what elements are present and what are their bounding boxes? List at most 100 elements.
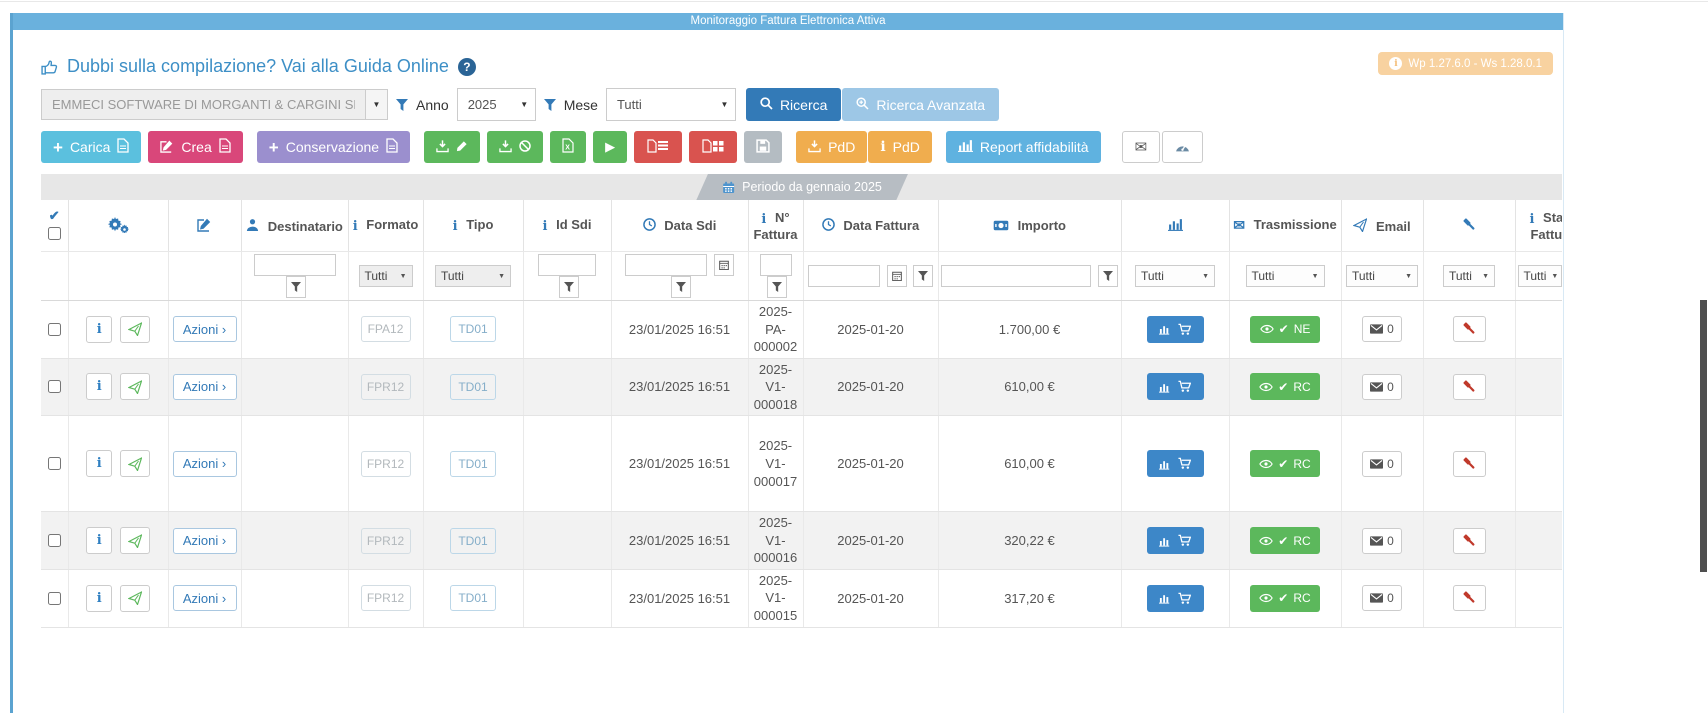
filter-formato-select[interactable]: Tutti ▼ (358, 265, 413, 287)
azioni-button[interactable]: Azioni › (172, 316, 237, 343)
col-data-fattura[interactable]: Data Fattura (803, 200, 939, 252)
filter-azioni-select[interactable]: Tutti ▼ (1443, 265, 1495, 287)
carica-button[interactable]: + Carica (41, 131, 142, 163)
pdf-grid-button[interactable] (689, 131, 738, 163)
filter-grafico-select[interactable]: Tutti ▼ (1135, 265, 1215, 287)
pdd-info-button[interactable]: i PdD (868, 131, 932, 163)
filter-importo-input[interactable] (941, 265, 1092, 287)
pdf-list-button[interactable] (634, 131, 683, 163)
crea-button[interactable]: Crea (148, 131, 243, 163)
calendar-icon[interactable] (886, 265, 907, 287)
select-all-checkbox[interactable] (48, 227, 62, 240)
azioni-button[interactable]: Azioni › (172, 527, 237, 554)
col-data-sdi[interactable]: Data Sdi (611, 200, 749, 252)
company-select[interactable]: ▼ (41, 89, 388, 120)
email-count-button[interactable]: 0 (1362, 373, 1402, 400)
col-importo[interactable]: Importo (938, 200, 1122, 252)
col-destinatario[interactable]: Destinatario (241, 200, 349, 252)
funnel-icon[interactable] (767, 276, 787, 298)
send-button[interactable] (119, 584, 150, 612)
azioni-button[interactable]: Azioni › (172, 450, 237, 477)
vertical-scrollbar-thumb[interactable] (1700, 300, 1707, 572)
download-cancel-button[interactable] (487, 131, 544, 163)
gavel-button[interactable] (1452, 585, 1486, 612)
mese-select[interactable]: Tutti ▼ (605, 88, 736, 121)
filter-destinatario-input[interactable] (253, 254, 336, 276)
help-question-icon[interactable]: ? (457, 57, 476, 76)
azioni-button[interactable]: Azioni › (172, 585, 237, 612)
col-trasmissione[interactable]: ✉ Trasmissione (1229, 200, 1342, 252)
gavel-button[interactable] (1452, 373, 1486, 400)
filter-id-sdi-input[interactable] (538, 254, 596, 276)
company-dropdown-arrow-icon[interactable]: ▼ (366, 89, 388, 120)
gavel-button[interactable] (1452, 527, 1486, 554)
row-checkbox[interactable] (48, 534, 62, 548)
filter-data-sdi-input[interactable] (625, 254, 708, 276)
chart-cart-button[interactable] (1146, 450, 1204, 478)
filter-stato-select[interactable]: Tutti ▼ (1517, 265, 1562, 287)
col-email[interactable]: Email (1341, 200, 1424, 252)
col-grafico[interactable] (1121, 200, 1230, 252)
col-edit[interactable] (168, 200, 242, 252)
row-checkbox[interactable] (48, 457, 62, 471)
filter-email-select[interactable]: Tutti ▼ (1346, 265, 1418, 287)
excel-export-button[interactable]: X (550, 131, 587, 163)
col-stato-fattura[interactable]: i Stato Fattura (1515, 200, 1562, 252)
col-tipo[interactable]: i Tipo (423, 200, 524, 252)
info-button[interactable]: i (86, 373, 113, 401)
trasmissione-status-button[interactable]: ✔ NE (1250, 315, 1320, 343)
anno-select[interactable]: 2025 ▼ (456, 88, 536, 121)
send-button[interactable] (119, 450, 150, 478)
funnel-icon[interactable] (558, 276, 579, 298)
funnel-icon[interactable] (671, 276, 691, 298)
trasmissione-status-button[interactable]: ✔ RC (1250, 450, 1320, 478)
row-checkbox[interactable] (48, 591, 62, 605)
row-checkbox[interactable] (48, 380, 62, 394)
filter-tipo-select[interactable]: Tutti ▼ (435, 265, 511, 287)
info-button[interactable]: i (86, 315, 113, 343)
download-edit-button[interactable] (424, 131, 481, 163)
save-button[interactable] (744, 131, 783, 163)
guida-online-link[interactable]: Dubbi sulla compilazione? Vai alla Guida… (67, 56, 449, 76)
col-azioni-legali[interactable] (1423, 200, 1516, 252)
col-formato[interactable]: i Formato (348, 200, 424, 252)
col-select[interactable]: ✔ (41, 200, 69, 252)
email-count-button[interactable]: 0 (1362, 450, 1402, 477)
filter-data-fattura-input[interactable] (807, 265, 880, 287)
email-count-button[interactable]: 0 (1362, 585, 1402, 612)
ricerca-button[interactable]: Ricerca (745, 88, 842, 121)
email-count-button[interactable]: 0 (1362, 316, 1402, 343)
info-button[interactable]: i (86, 584, 113, 612)
col-actions[interactable] (68, 200, 169, 252)
trasmissione-status-button[interactable]: ✔ RC (1250, 584, 1320, 612)
send-button[interactable] (119, 373, 150, 401)
funnel-icon[interactable] (1097, 265, 1118, 287)
send-button[interactable] (119, 527, 150, 555)
chart-cart-button[interactable] (1146, 373, 1204, 401)
trasmissione-status-button[interactable]: ✔ RC (1250, 527, 1320, 555)
azioni-button[interactable]: Azioni › (172, 373, 237, 400)
col-n-fattura[interactable]: i N° Fattura (748, 200, 804, 252)
company-input[interactable] (41, 89, 366, 120)
info-button[interactable]: i (86, 527, 113, 555)
email-tool-button[interactable]: ✉ (1121, 131, 1161, 163)
report-affidabilita-button[interactable]: Report affidabilità (945, 131, 1101, 163)
send-button[interactable] (119, 315, 150, 343)
filter-trasmissione-select[interactable]: Tutti ▼ (1245, 265, 1325, 287)
chart-cart-button[interactable] (1146, 315, 1204, 343)
gavel-button[interactable] (1452, 316, 1486, 343)
chart-cart-button[interactable] (1146, 584, 1204, 612)
calendar-icon[interactable] (713, 254, 734, 276)
info-button[interactable]: i (86, 450, 113, 478)
conservazione-button[interactable]: + Conservazione (256, 131, 411, 163)
gavel-button[interactable] (1452, 450, 1486, 477)
trasmissione-status-button[interactable]: ✔ RC (1250, 373, 1320, 401)
row-checkbox[interactable] (48, 322, 62, 336)
email-count-button[interactable]: 0 (1362, 527, 1402, 554)
dashboard-button[interactable] (1162, 131, 1204, 163)
funnel-icon[interactable] (913, 265, 934, 287)
pdd-download-button[interactable]: PdD (796, 131, 868, 163)
filter-n-fattura-input[interactable] (759, 254, 792, 276)
ricerca-avanzata-button[interactable]: Ricerca Avanzata (842, 88, 1000, 121)
play-button[interactable]: ▶ (593, 131, 628, 163)
